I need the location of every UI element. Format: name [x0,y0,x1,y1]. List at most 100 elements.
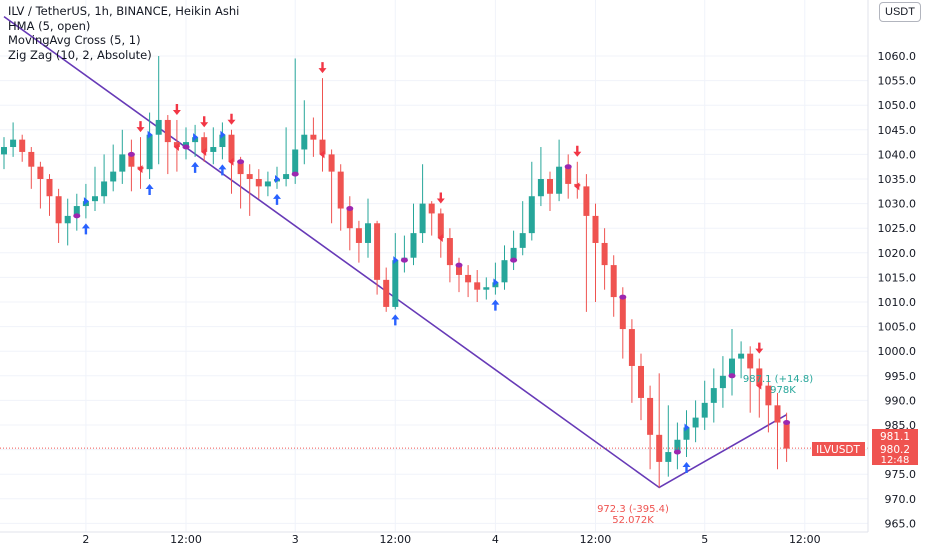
symbol-badge: ILVUSDT [816,444,860,456]
zigzag-low-price-label: 972.3 (-395.4) [597,504,669,515]
price-badge-bg [872,443,918,465]
cross-down-flag [201,147,207,156]
candle-up [501,260,508,283]
candle-up [510,247,517,261]
candle-up [92,196,98,202]
candle-up [556,166,563,194]
cross-up-arrow [391,314,400,326]
cross-up-flag [220,130,226,139]
price-tick-label: 1010.0 [878,296,917,309]
cross-down-flag [437,234,443,243]
candle-down [446,238,453,266]
candles-layer [1,56,790,488]
candle-up [710,388,717,403]
currency-selector[interactable]: USDT [879,2,921,22]
candle-up [155,119,162,135]
candle-up [365,223,371,243]
cross-up-flag [193,133,199,142]
cross-up-arrow [218,164,227,176]
price-tick-label: 970.0 [885,493,917,506]
cross-down-arrow [200,116,209,128]
candle-up [519,233,526,248]
candle-down [783,422,790,449]
candle-up [419,203,426,234]
hma-dot [619,294,627,300]
cross-down-arrow [136,121,145,133]
hma-dot [73,213,81,219]
candle-down [346,208,353,229]
zigzag-low-volume-label: 52.072K [612,515,654,526]
candle-up [110,171,117,182]
price-tick-label: 1025.0 [878,222,917,235]
price-tick-label: 1000.0 [878,345,917,358]
zigzag-labels: 972.3 (-395.4) 52.072K 987.1 (+14.8) 978… [597,374,813,526]
cross-down-flag [228,157,234,166]
candle-down [583,186,590,216]
cross-up-flag [493,278,499,287]
candle-up [683,427,690,440]
candle-up [701,402,708,418]
time-tick-label: 4 [492,533,499,546]
candle-up [537,179,544,197]
hma-dot [291,171,299,177]
cross-down-arrow [573,145,582,157]
candle-down [437,213,444,239]
cross-up-flag [83,197,89,206]
hma-dot [455,262,463,268]
cross-down-arrow [227,113,236,125]
cross-up-flag [147,130,153,139]
price-badge-high-bg [872,429,918,443]
candle-down [592,215,599,243]
candle-down [465,274,472,283]
hma-dot [510,257,518,263]
symbol-title[interactable]: ILV / TetherUS, 1h, BINANCE, Heikin Ashi [8,4,240,18]
candle-up [483,287,490,290]
time-axis[interactable]: 2 12:00 3 12:00 4 12:00 5 12:00 [82,533,820,546]
candle-down [756,368,763,386]
price-tick-label: 990.0 [885,394,917,407]
candle-down [647,397,654,435]
candle-down [164,119,171,143]
price-tick-label: 1040.0 [878,148,917,161]
candle-down [201,137,208,152]
time-tick-label: 12:00 [170,533,202,546]
price-tick-label: 985.0 [885,419,917,432]
cross-down-flag [173,143,179,152]
indicator-moving-avg-cross[interactable]: MovingAvg Cross (5, 1) [8,33,141,47]
cross-up-arrow [145,184,154,195]
price-tick-label: 1020.0 [878,247,917,260]
indicator-zigzag[interactable]: Zig Zag (10, 2, Absolute) [8,47,152,62]
time-tick-label: 12:00 [789,533,821,546]
cross-up-arrow [81,223,90,235]
candle-down [128,154,135,167]
cross-markers [73,62,791,473]
hma-dot [728,373,736,379]
hma-dot [182,144,190,150]
candle-down [656,434,663,462]
hma-dot [346,206,354,212]
indicator-hma[interactable]: HMA (5, open) [8,18,91,33]
price-axis[interactable]: 1060.0 1055.0 1050.0 1045.0 1040.0 1035.0 1030… [878,50,917,530]
candle-down [565,166,572,184]
candle-up [283,174,290,179]
cross-down-flag [756,381,762,390]
price-tick-label: 1035.0 [878,173,917,186]
candle-down [374,223,381,280]
price-tick-label: 1005.0 [878,321,917,334]
candle-up [101,181,108,197]
candle-up [192,137,199,143]
candle-down [383,279,390,307]
candle-down [355,228,362,243]
price-tick-label: 1045.0 [878,124,917,137]
cross-down-flag [574,182,580,191]
hma-dot [783,420,791,426]
cross-down-arrow [436,192,445,204]
cross-down-flag [319,150,325,159]
candle-down [319,139,326,155]
candle-up [492,282,499,288]
candle-down [310,134,317,140]
price-badge-countdown: 12:48 [881,455,910,466]
candle-down [46,179,53,197]
cross-up-flag [684,423,690,432]
